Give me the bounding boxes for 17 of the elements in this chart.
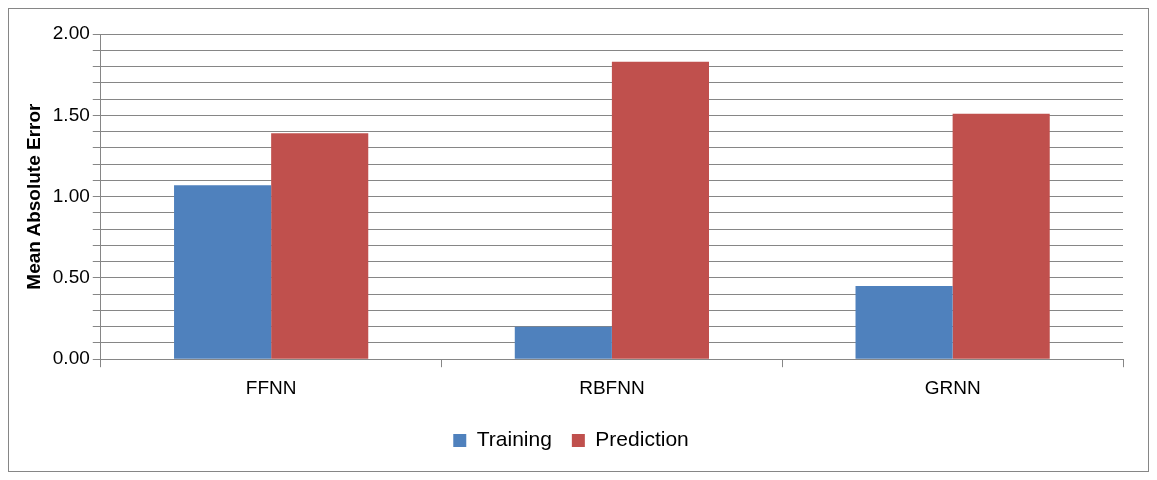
- y-tick-label: 2.00: [52, 22, 90, 44]
- x-tick-label: FFNN: [245, 376, 297, 398]
- legend-label: Training: [476, 427, 552, 451]
- bar: [271, 133, 369, 359]
- legend-label: Prediction: [595, 427, 689, 451]
- x-tick-label: GRNN: [924, 376, 981, 398]
- y-axis-title: Mean Absolute Error: [22, 102, 44, 290]
- y-tick-label: 1.00: [52, 184, 90, 206]
- y-tick-label: 1.50: [52, 103, 90, 125]
- bar: [514, 326, 612, 359]
- y-tick-label: 0.00: [52, 347, 90, 369]
- bar: [952, 113, 1050, 359]
- bar: [174, 185, 272, 359]
- x-tick-label: RBFNN: [579, 376, 645, 398]
- bar: [611, 61, 709, 359]
- y-tick-label: 0.50: [52, 266, 90, 288]
- bar: [855, 286, 953, 359]
